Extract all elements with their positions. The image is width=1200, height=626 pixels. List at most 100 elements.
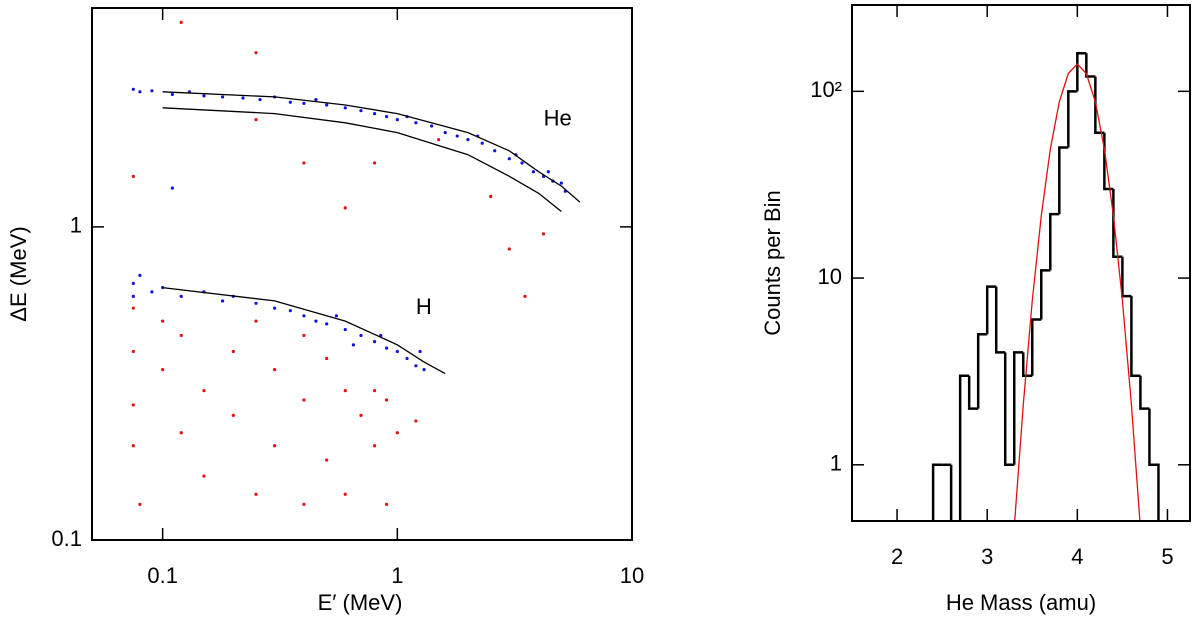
fit-curve	[162, 91, 581, 203]
fit-curve	[1014, 63, 1141, 521]
data-point	[254, 118, 258, 122]
histogram-bin	[1012, 351, 1024, 465]
histogram-bin	[1121, 256, 1132, 298]
data-point	[302, 398, 306, 402]
data-point	[325, 356, 329, 361]
data-point	[325, 103, 329, 107]
histogram-bin	[1058, 146, 1069, 215]
data-point	[455, 134, 459, 138]
histogram-bin	[1139, 375, 1150, 410]
data-point	[437, 137, 441, 142]
data-point	[273, 444, 277, 448]
data-point	[541, 232, 546, 236]
data-point	[302, 161, 306, 165]
data-point	[546, 170, 550, 174]
y-tick-label: 0.1	[51, 526, 82, 551]
data-point	[359, 333, 363, 338]
x-tick-label: 4	[1071, 544, 1083, 569]
data-point	[414, 121, 418, 125]
histogram-bin	[1067, 90, 1078, 148]
data-point	[351, 343, 356, 347]
data-point	[384, 502, 389, 506]
data-point	[179, 20, 183, 24]
data-point	[254, 319, 258, 323]
histogram-bin	[1031, 318, 1042, 376]
plot-frame	[851, 4, 1191, 522]
data-point	[131, 294, 135, 298]
data-point	[179, 294, 183, 298]
data-point	[179, 431, 183, 435]
data-point	[161, 319, 165, 323]
data-point	[384, 114, 389, 119]
data-point	[507, 247, 511, 251]
data-point	[288, 309, 292, 313]
data-point	[254, 301, 258, 305]
x-axis-label: E′ (MeV)	[318, 590, 403, 615]
data-point	[422, 368, 426, 372]
data-point	[258, 97, 262, 102]
data-point	[395, 349, 399, 354]
y-tick-label: 1	[830, 451, 842, 476]
data-point	[507, 157, 511, 161]
data-point	[179, 333, 183, 338]
annotation: H	[416, 294, 432, 319]
y-tick-label: 10²	[810, 77, 842, 102]
histogram-bin	[1085, 53, 1096, 78]
data-point	[131, 306, 135, 310]
histogram-bin	[985, 285, 997, 335]
data-point	[314, 319, 318, 323]
data-point	[384, 346, 389, 350]
data-point	[372, 161, 377, 165]
data-point	[131, 403, 135, 407]
data-point	[405, 356, 409, 361]
data-point	[334, 314, 338, 318]
plot-frame	[91, 7, 633, 541]
data-point	[302, 333, 306, 338]
data-point	[131, 349, 135, 354]
data-point	[359, 413, 363, 417]
data-point	[343, 206, 347, 210]
histogram-bin	[967, 375, 979, 410]
data-point	[523, 294, 527, 298]
histogram-bin	[958, 374, 970, 521]
histogram-bin	[1148, 408, 1160, 521]
data-point	[254, 51, 258, 55]
data-point	[384, 398, 389, 402]
data-point	[359, 109, 363, 113]
histogram-bin	[1003, 352, 1015, 467]
data-point	[161, 368, 165, 372]
data-point	[531, 170, 535, 174]
fit-curve	[162, 286, 446, 375]
data-point	[343, 492, 347, 496]
data-point	[131, 87, 135, 91]
data-point	[138, 90, 142, 94]
histogram-bin	[1076, 51, 1087, 92]
data-point	[170, 186, 174, 190]
x-tick-label: 1	[391, 563, 403, 588]
data-point	[288, 100, 292, 104]
data-point	[220, 299, 225, 303]
data-point	[493, 149, 497, 153]
data-point	[150, 89, 154, 93]
y-axis-label: ΔE (MeV)	[6, 226, 31, 321]
data-point	[202, 474, 206, 478]
data-point	[231, 413, 235, 417]
annotation: He	[544, 105, 572, 130]
data-point	[443, 131, 447, 135]
data-point	[395, 118, 399, 122]
data-point	[343, 106, 347, 110]
x-tick-label: 2	[891, 544, 903, 569]
data-point	[273, 368, 277, 372]
data-point	[430, 124, 434, 128]
data-point	[559, 181, 563, 185]
histogram-bin	[976, 333, 988, 409]
data-point	[372, 340, 377, 344]
data-point	[254, 492, 258, 496]
data-point	[138, 273, 142, 277]
data-point	[302, 314, 306, 318]
data-point	[480, 141, 484, 145]
data-point	[414, 419, 418, 423]
fit-curve	[162, 107, 562, 213]
data-point	[220, 95, 225, 99]
